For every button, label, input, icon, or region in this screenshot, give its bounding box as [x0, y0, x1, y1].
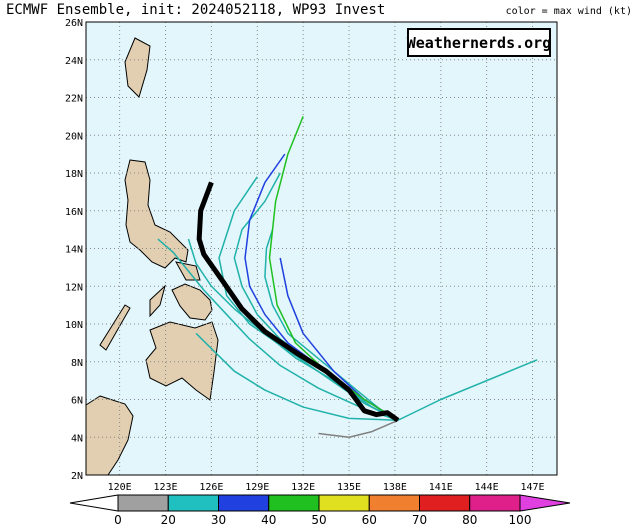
x-tick-label: 138E — [383, 482, 407, 493]
map-frame — [85, 21, 558, 476]
ensemble-track — [157, 238, 399, 421]
x-tick-label: 120E — [108, 482, 132, 493]
y-tick-label: 18N — [65, 169, 83, 180]
colorbar-bin — [318, 494, 370, 512]
colorbar-tick-label: 50 — [311, 513, 326, 527]
x-tick-label: 126E — [199, 482, 223, 493]
colorbar-tick-label: 80 — [462, 513, 477, 527]
colorbar-bin — [268, 494, 320, 512]
x-tick-label: 129E — [245, 482, 269, 493]
colorbar: 0 20 30 40 50 60 70 80 100 — [69, 494, 571, 527]
watermark-box — [407, 28, 551, 57]
colorbar-bin — [167, 494, 219, 512]
ensemble-track — [264, 229, 399, 421]
ensemble-track — [397, 359, 538, 421]
map-title: ECMWF Ensemble, init: 2024052118, WP93 I… — [6, 2, 385, 18]
color-legend-title: color = max wind (kt) — [506, 6, 632, 17]
colorbar-tick-label: 0 — [114, 513, 122, 527]
x-tick-label: 135E — [337, 482, 361, 493]
ensemble-mean-track — [196, 181, 400, 423]
colorbar-bin — [218, 494, 270, 512]
colorbar-bin — [419, 494, 471, 512]
y-tick-label: 26N — [65, 18, 83, 29]
y-tick-label: 24N — [65, 56, 83, 67]
colorbar-tick-label: 70 — [412, 513, 427, 527]
y-tick-label: 14N — [65, 245, 83, 256]
colorbar-tick-label: 30 — [211, 513, 226, 527]
colorbar-bin — [368, 494, 420, 512]
y-tick-label: 4N — [71, 433, 83, 444]
y-tick-label: 2N — [71, 471, 83, 482]
y-tick-label: 12N — [65, 282, 83, 293]
colorbar-tick-label: 100 — [509, 513, 532, 527]
x-tick-label: 132E — [291, 482, 315, 493]
land — [85, 37, 219, 476]
x-tick-label: 141E — [429, 482, 453, 493]
y-tick-label: 6N — [71, 396, 83, 407]
colorbar-bin — [117, 494, 169, 512]
y-tick-label: 16N — [65, 207, 83, 218]
y-tick-label: 8N — [71, 358, 83, 369]
colorbar-tick-label: 60 — [362, 513, 377, 527]
y-tick-label: 20N — [65, 131, 83, 142]
y-tick-label: 22N — [65, 94, 83, 105]
ensemble-track — [195, 332, 398, 422]
colorbar-bin — [469, 494, 521, 512]
x-tick-label: 147E — [520, 482, 544, 493]
tracks — [157, 116, 538, 438]
colorbar-tick-label: 40 — [261, 513, 276, 527]
watermark: Weathernerds.org — [407, 34, 552, 52]
x-tick-label: 123E — [153, 482, 177, 493]
ensemble-track — [318, 419, 399, 438]
colorbar-tick-label: 20 — [161, 513, 176, 527]
colorbar-high-end — [519, 494, 571, 512]
colorbar-low-end — [69, 494, 119, 512]
x-tick-label: 144E — [475, 482, 499, 493]
y-tick-label: 10N — [65, 320, 83, 331]
